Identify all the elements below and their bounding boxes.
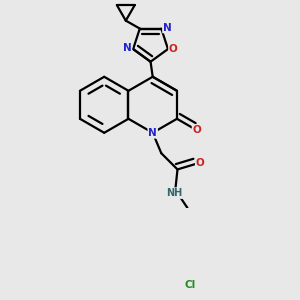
Text: N: N: [148, 128, 157, 138]
Text: NH: NH: [166, 188, 182, 198]
Text: O: O: [196, 158, 205, 168]
Text: O: O: [193, 125, 201, 135]
Text: Cl: Cl: [185, 280, 196, 290]
Text: N: N: [123, 43, 131, 53]
Text: O: O: [169, 44, 178, 55]
Text: N: N: [163, 22, 172, 32]
